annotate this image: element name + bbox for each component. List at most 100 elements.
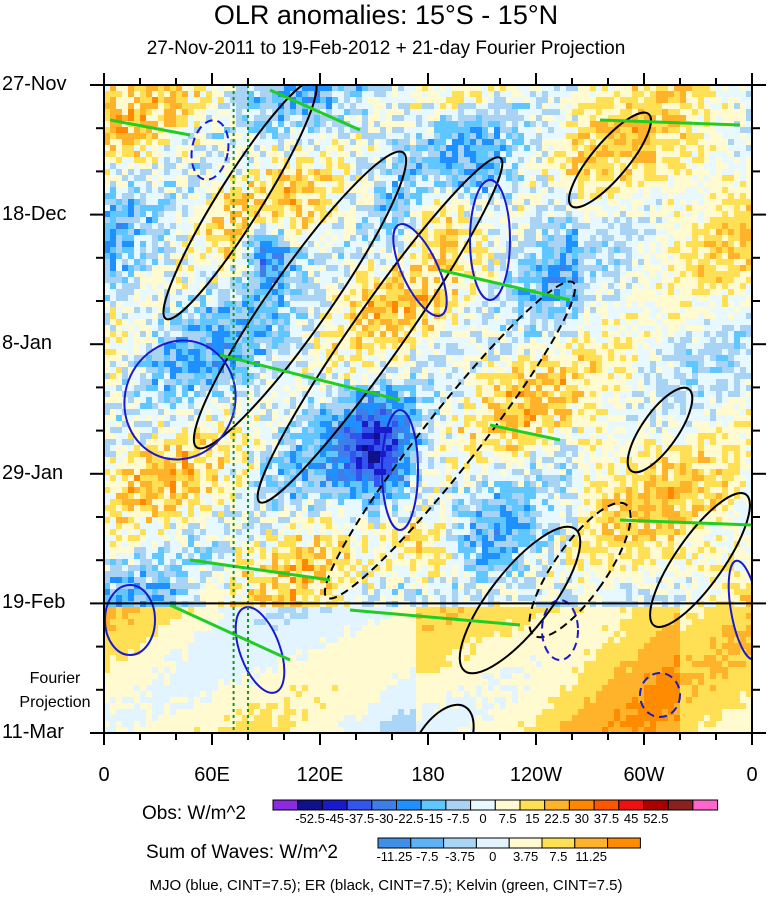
obs-colorbar-tick-label: 7.5 [498, 811, 517, 826]
waves-colorbar-swatch [541, 837, 576, 849]
obs-colorbar-swatch [692, 799, 719, 811]
contour-12 [381, 409, 419, 531]
obs-colorbar-swatch [346, 799, 373, 811]
contour-10 [123, 339, 237, 461]
obs-colorbar-tick-label: 52.5 [643, 811, 669, 826]
contour-0 [192, 150, 408, 450]
contour-5 [626, 386, 694, 474]
waves-colorbar-tick-label: 7.5 [549, 849, 568, 864]
y-tick-label: 29-Jan [2, 461, 64, 484]
obs-colorbar-swatch [667, 799, 694, 811]
waves-colorbar-swatch [574, 837, 609, 849]
waves-colorbar-tick-label: 0 [489, 849, 497, 864]
kelvin-contour-2 [439, 268, 571, 302]
obs-colorbar-swatch [544, 799, 570, 811]
waves-colorbar-tick-label: -11.25 [376, 849, 413, 864]
kelvin-contour-0 [109, 118, 191, 137]
waves-colorbar-swatch [607, 837, 641, 849]
obs-colorbar-swatch [643, 799, 669, 811]
kelvin-contour-9 [169, 603, 291, 662]
obs-colorbar-swatch [371, 799, 397, 811]
colorbars [272, 799, 719, 849]
obs-colorbar-swatch [272, 799, 299, 811]
obs-colorbar-tick-label: 22.5 [544, 811, 570, 826]
kelvin-contour-7 [349, 608, 521, 627]
contour-6 [649, 492, 751, 628]
waves-colorbar-swatch [443, 837, 477, 849]
chart-title: OLR anomalies: 15°S - 15°N [213, 0, 559, 30]
contour-11 [190, 119, 230, 181]
waves-colorbar-tick-label: -3.75 [445, 849, 475, 864]
projection-label-line1: Fourier [29, 670, 81, 687]
contour-14 [469, 179, 511, 301]
waves-colorbar-swatch [377, 837, 412, 849]
contour-4 [568, 111, 652, 209]
kelvin-contour-8 [619, 518, 752, 527]
contour-16 [234, 606, 286, 694]
waves-colorbar-swatch [508, 837, 543, 849]
kelvin-contour-6 [189, 558, 331, 582]
kelvin-contour-4 [489, 423, 561, 442]
obs-colorbar-tick-label: -52.5 [295, 811, 325, 826]
kelvin-contour-1 [269, 88, 361, 132]
obs-colorbar-swatch [297, 799, 323, 811]
contour-8 [458, 525, 582, 675]
obs-colorbar-swatch [618, 799, 644, 811]
contour-1 [256, 156, 504, 504]
obs-colorbar-tick-label: -30 [374, 811, 394, 826]
obs-colorbar-tick-label: 0 [479, 811, 487, 826]
contour-3 [162, 85, 318, 321]
projection-label-line2: Projection [19, 694, 91, 711]
contour-17 [639, 672, 681, 718]
obs-colorbar-swatch [568, 799, 595, 811]
waves-colorbar-tick-label: -7.5 [415, 849, 439, 864]
y-tick-label: 19-Feb [2, 591, 66, 614]
obs-colorbar-swatch [321, 799, 348, 811]
obs-colorbar-swatch [420, 799, 447, 811]
obs-colorbar-tick-label: -22.5 [394, 811, 424, 826]
y-tick-label: 8-Jan [2, 332, 53, 355]
obs-colorbar-tick-label: -37.5 [344, 811, 375, 826]
obs-colorbar-tick-label: 37.5 [593, 811, 620, 826]
x-tick-label: 0 [746, 764, 758, 786]
obs-colorbar-tick-label: -45 [325, 811, 345, 826]
obs-colorbar-tick-label: 30 [574, 811, 589, 826]
waves-colorbar-tick-label: 3.75 [512, 849, 539, 864]
waves-colorbar-tick-label: 11.25 [575, 849, 607, 864]
olr-anomaly-field [104, 85, 752, 733]
obs-colorbar-tick-label: 45 [623, 811, 639, 826]
waves-colorbar-swatch [410, 837, 445, 849]
obs-colorbar-label: Obs: W/m^2 [142, 803, 246, 824]
contour-13 [392, 223, 448, 317]
contour-7 [528, 501, 632, 639]
y-tick-label: 11-Mar [2, 721, 64, 743]
obs-colorbar-swatch [519, 799, 546, 811]
obs-colorbar-swatch [494, 799, 521, 811]
obs-colorbar-swatch [593, 799, 620, 811]
kelvin-contour-3 [219, 353, 401, 402]
contour-9 [405, 703, 475, 733]
obs-colorbar-swatch [470, 799, 496, 811]
wave-contours [104, 85, 752, 733]
x-tick-label: 0 [98, 764, 110, 786]
y-tick-label: 18-Dec [2, 202, 67, 225]
x-tick-label: 120W [509, 764, 563, 786]
obs-colorbar-swatch [396, 799, 422, 811]
plot-axes [90, 73, 766, 745]
contour-18 [727, 559, 752, 661]
waves-colorbar-swatch [475, 837, 510, 849]
kelvin-contour-5 [599, 118, 741, 127]
waves-colorbar-label: Sum of Waves: W/m^2 [146, 842, 338, 863]
obs-colorbar-swatch [445, 799, 472, 811]
contour-2 [323, 280, 577, 600]
y-tick-label: 27-Nov [2, 73, 67, 95]
obs-colorbar-tick-label: -15 [424, 811, 443, 826]
obs-colorbar-tick-label: -7.5 [447, 811, 470, 826]
contour-19 [541, 599, 579, 661]
x-tick-label: 120E [296, 764, 344, 786]
x-tick-label: 180 [411, 764, 445, 786]
x-tick-label: 60E [194, 764, 230, 786]
legend-footer: MJO (blue, CINT=7.5); ER (black, CINT=7.… [149, 877, 623, 894]
obs-colorbar-tick-label: 15 [525, 811, 540, 826]
